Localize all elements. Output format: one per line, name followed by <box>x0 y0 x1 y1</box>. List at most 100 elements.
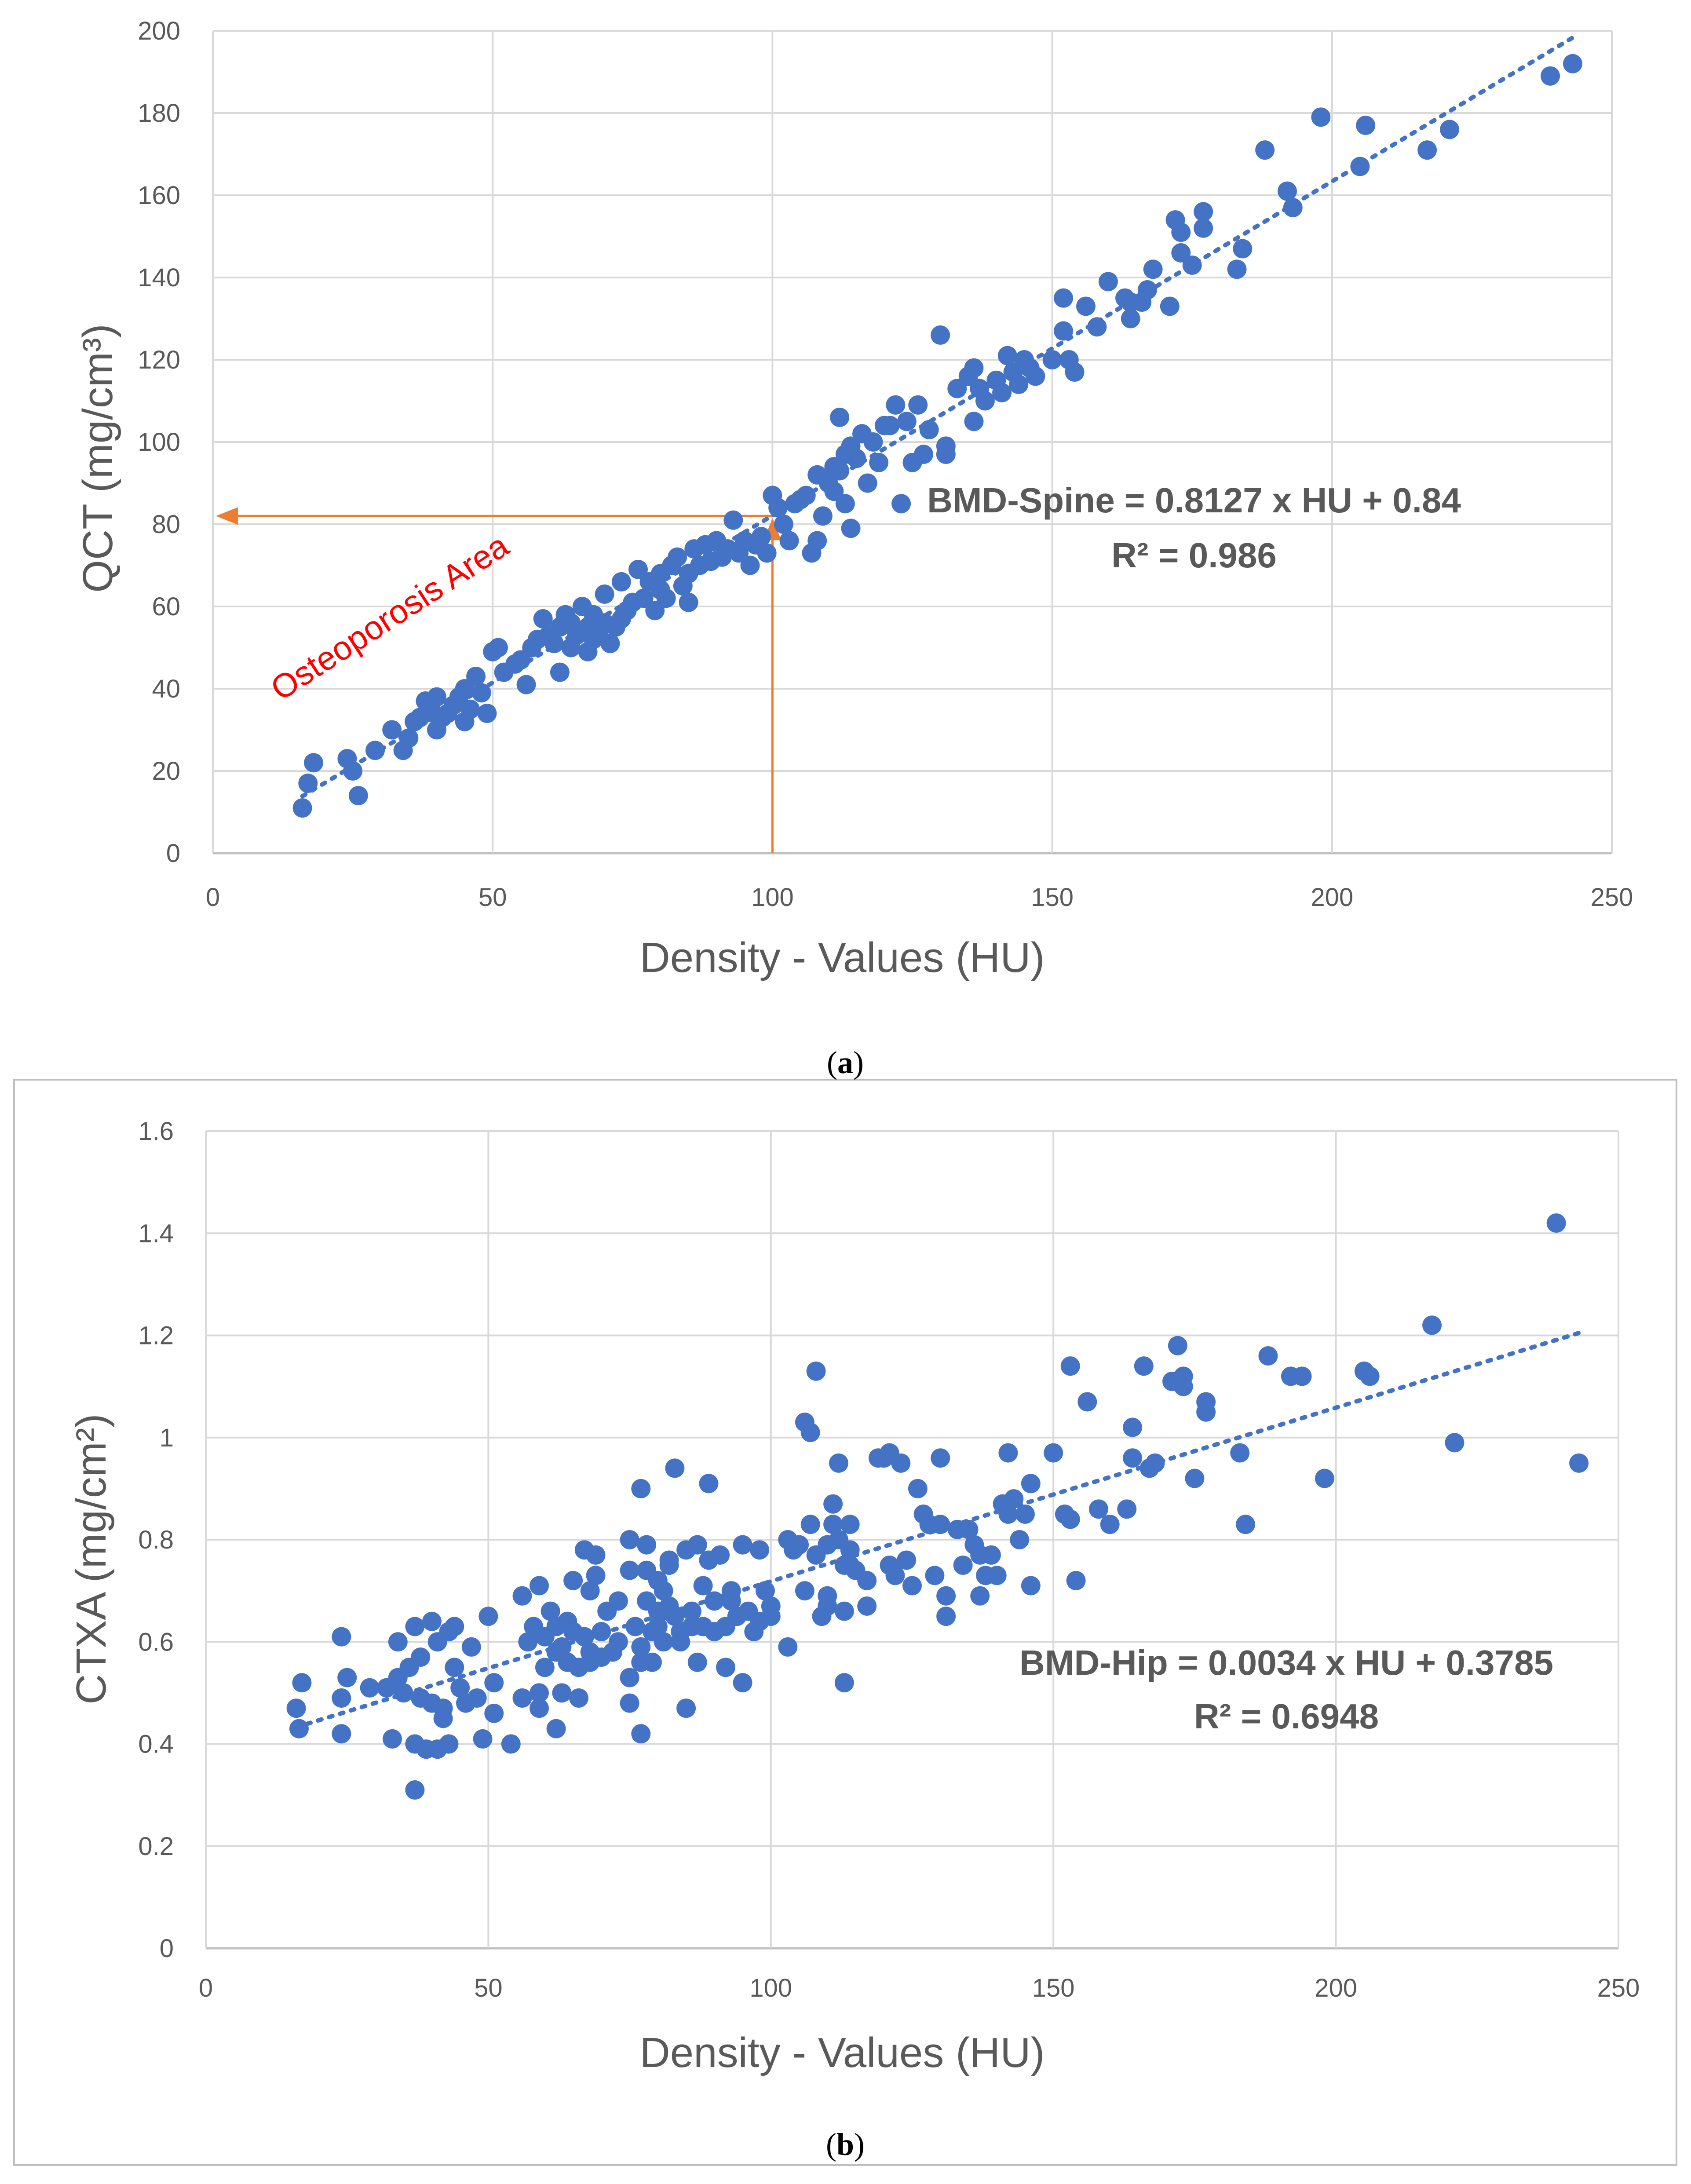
panel-b-data-point <box>834 1673 854 1693</box>
panel-b-x-axis-title: Density - Values (HU) <box>639 2029 1045 2076</box>
panel-b-data-point <box>687 1535 707 1555</box>
panel-b-data-point <box>332 1724 351 1744</box>
panel-b-data-point <box>388 1632 408 1652</box>
panel-b-data-point <box>1258 1346 1278 1366</box>
panel-b-data-point <box>659 1556 679 1575</box>
panel-b-data-point <box>834 1601 854 1621</box>
panel-a-data-point <box>919 420 939 439</box>
panel-a-data-point <box>304 753 324 773</box>
panel-b-data-point <box>445 1617 464 1636</box>
panel-b-data-point <box>382 1729 402 1749</box>
panel-b-data-point <box>687 1652 707 1672</box>
panel-b-data-point <box>885 1566 905 1585</box>
panel-a-data-point <box>830 461 850 481</box>
panel-b-data-point <box>654 1632 673 1652</box>
panel-b-data-point <box>445 1658 464 1677</box>
panel-a-data-point <box>1311 107 1331 127</box>
panel-b-x-tick-label: 50 <box>474 1974 503 2002</box>
panel-b-data-point <box>925 1566 945 1585</box>
panel-a-data-point <box>1065 362 1085 382</box>
panel-a-data-point <box>533 609 553 629</box>
panel-b-data-point <box>823 1494 843 1514</box>
panel-b-data-point <box>530 1683 549 1703</box>
panel-b-data-point <box>998 1443 1018 1463</box>
panel-a-data-point <box>595 584 614 604</box>
panel-b-data-point <box>789 1535 809 1555</box>
panel-b-data-point <box>1422 1315 1442 1335</box>
panel-b-data-point <box>987 1566 1007 1585</box>
panel-a-data-point <box>1026 366 1045 386</box>
panel-a-data-point <box>1440 120 1460 139</box>
panel-b-gridlines <box>205 1130 1619 1950</box>
panel-b-data-point <box>891 1453 911 1473</box>
panel-a-data-point <box>913 445 933 464</box>
panel-b-data-point <box>332 1627 351 1647</box>
panel-b-data-point <box>1445 1433 1465 1453</box>
panel-b-data-point <box>818 1586 837 1606</box>
panel-a-data-point <box>343 761 363 781</box>
panel-b-data-point <box>795 1581 814 1601</box>
panel-a-y-tick-label: 60 <box>152 592 180 621</box>
panel-b-data-point <box>586 1566 606 1585</box>
panel-b-data-point <box>1060 1356 1080 1376</box>
panel-b-data-point <box>501 1734 521 1754</box>
panel-a-data-point <box>645 601 665 621</box>
panel-a-y-tick-label: 100 <box>138 428 180 457</box>
panel-b-data-point <box>461 1637 481 1657</box>
panel-b-data-point <box>1236 1515 1256 1534</box>
panel-b-data-point <box>1145 1453 1165 1473</box>
panel-b-data-point <box>970 1586 990 1606</box>
panel-a-data-point <box>830 407 850 427</box>
panel-b-y-tick-label: 1.4 <box>138 1219 174 1248</box>
panel-b-frame <box>13 1079 1677 2166</box>
panel-b-data-point <box>1021 1474 1041 1494</box>
panel-b-data-point <box>1010 1530 1030 1549</box>
panel-b-data-point <box>750 1540 770 1560</box>
panel-b-data-point <box>953 1556 973 1575</box>
panel-b-data-point <box>541 1601 560 1621</box>
panel-a-x-tick-label: 0 <box>206 883 220 912</box>
panel-b-data-point <box>563 1570 583 1590</box>
panel-a-data-point <box>460 699 480 719</box>
panel-a-data-point <box>600 634 620 654</box>
panel-a-x-tick-label: 50 <box>478 883 507 912</box>
panel-a-data-point <box>348 786 368 806</box>
panel-b-data-point <box>620 1560 639 1580</box>
panel-b-tick-labels: 0 0.2 0.4 0.6 0.8 1 1.2 1.4 1.6 0 50 100 150 200 250 <box>138 1117 1640 2002</box>
panel-b-y-tick-label: 1.6 <box>138 1117 174 1146</box>
panel-b-label: (b) <box>826 2127 865 2162</box>
panel-b-data-point <box>1569 1453 1589 1473</box>
panel-a-data-point <box>1563 54 1582 73</box>
panel-b-y-tick-label: 0 <box>160 1934 174 1963</box>
panel-b-data-point <box>1123 1448 1143 1468</box>
panel-a-data-point <box>399 728 419 748</box>
panel-a-data-point <box>1171 243 1191 263</box>
panel-b-data-point <box>1088 1499 1108 1519</box>
panel-b-data-point <box>1123 1417 1143 1437</box>
panel-a-y-tick-label: 200 <box>138 17 180 45</box>
panel-b-data-point <box>631 1724 651 1744</box>
panel-b-data-point <box>1173 1366 1193 1386</box>
panel-a-r-squared: R² = 0.986 <box>1111 536 1277 575</box>
panel-a-data-point <box>550 662 570 682</box>
panel-a-x-tick-label: 200 <box>1311 883 1353 912</box>
panel-a-tick-labels: 0 20 40 60 80 100 120 140 160 180 200 0 50 100 150 200 2… <box>138 17 1633 912</box>
panel-b-data-point <box>693 1576 713 1596</box>
panel-a-data-point <box>858 473 877 493</box>
panel-b-data-point <box>1015 1504 1035 1524</box>
panel-b-data-point <box>829 1453 848 1473</box>
panel-a-data-point <box>1087 317 1107 337</box>
panel-a-data-point <box>740 555 760 575</box>
panel-b-data-point <box>959 1519 979 1539</box>
panel-a-data-point <box>679 592 698 612</box>
panel-a-data-point <box>891 494 911 514</box>
panel-b-data-point <box>292 1673 312 1693</box>
panel-b-data-point <box>586 1545 606 1565</box>
panel-a-data-point <box>723 510 743 530</box>
panel-b-data-point <box>710 1545 730 1565</box>
panel-b-data-point <box>665 1458 685 1478</box>
panel-a-data-point <box>975 391 995 411</box>
panel-a-y-tick-label: 160 <box>138 181 180 210</box>
panel-b-data-point <box>1044 1443 1063 1463</box>
panel-b-data-point <box>857 1596 877 1616</box>
